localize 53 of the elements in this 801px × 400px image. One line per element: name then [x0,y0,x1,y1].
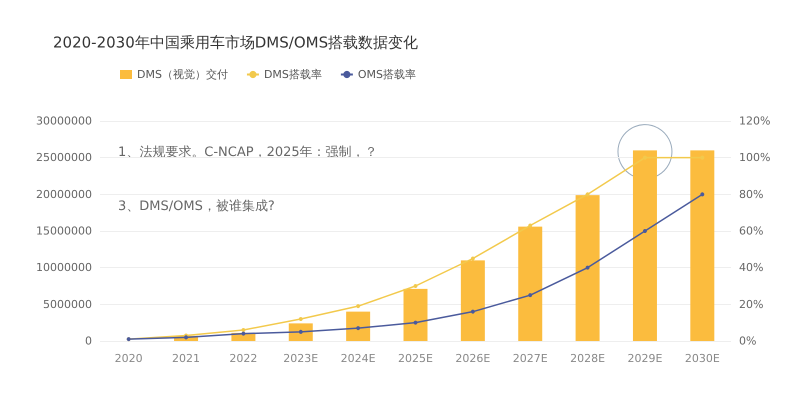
y2-tick-label: 100% [739,151,770,164]
x-tick-label: 2023E [283,352,318,365]
x-tick-label: 2029E [627,352,662,365]
point [470,256,475,260]
y-tick-label: 5000000 [43,298,92,311]
x-tick-label: 2030E [684,352,720,365]
point [356,326,360,330]
legend-label: DMS搭载率 [264,68,322,81]
chart-title: 2020-2030年中国乘用车市场DMS/OMS搭载数据变化 [53,34,418,52]
y-tick-label: 20000000 [36,188,92,201]
x-tick-label: 2021 [172,352,200,365]
point [700,192,704,196]
x-tick-label: 2028E [570,352,606,365]
point [642,229,647,233]
annotation: 3、DMS/OMS，被谁集成? [118,199,275,214]
x-tick-label: 2026E [455,352,490,365]
bar [346,312,370,341]
bar [690,150,714,341]
bar [632,150,657,341]
point [586,266,590,270]
point [528,224,532,228]
point [298,330,303,334]
legend-label: OMS搭载率 [358,68,416,81]
y2-tick-label: 80% [739,188,764,201]
bar [576,195,600,341]
y-tick-label: 10000000 [36,261,92,274]
point [414,284,418,288]
point [528,293,532,298]
point [298,317,303,321]
point [241,332,246,336]
y2-tick-label: 20% [739,298,764,311]
y-tick-label: 30000000 [36,114,92,128]
y-tick-label: 25000000 [36,151,92,164]
point [414,320,418,325]
y2-tick-label: 40% [739,261,764,274]
y2-tick-label: 60% [739,224,764,238]
bar [460,260,485,341]
x-tick-label: 2024E [340,352,376,365]
y2-tick-label: 120% [739,114,770,128]
point [586,192,590,196]
bar [404,288,428,341]
x-tick-label: 2025E [398,352,434,365]
y-tick-label: 15000000 [36,224,92,238]
bar [518,226,542,341]
point [356,304,360,308]
x-tick-label: 2020 [114,352,143,365]
y2-tick-label: 0% [739,334,756,348]
legend-label: DMS（视觉）交付 [137,68,228,81]
y-tick-label: 0 [85,334,92,348]
point [241,328,246,332]
x-tick-label: 2022 [229,352,258,365]
point [470,310,475,314]
x-tick-label: 2027E [512,352,548,365]
